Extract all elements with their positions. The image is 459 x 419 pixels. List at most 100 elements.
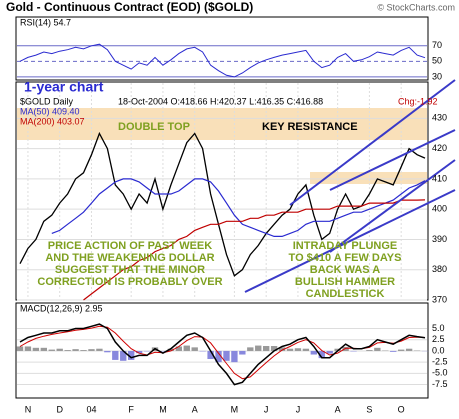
macd-histogram-bar — [80, 350, 87, 351]
macd-histogram-bar — [128, 350, 135, 360]
resistance-band — [17, 108, 427, 140]
macd-label: MACD(12,26,9) 2.95 — [20, 303, 103, 313]
macd-histogram-bar — [175, 346, 182, 351]
macd-histogram-bar — [270, 346, 278, 351]
legend-change: Chg:-1.92 — [398, 96, 438, 106]
annotation: DOUBLE TOP — [118, 121, 190, 133]
y-tick-label: 70 — [432, 40, 442, 50]
macd-histogram-bar — [263, 346, 270, 351]
trend-line — [289, 79, 456, 206]
macd-histogram-bar — [215, 350, 222, 363]
x-tick-label: A — [335, 404, 341, 414]
macd-histogram-bar — [191, 347, 198, 351]
annotation: CANDLESTICK — [306, 288, 385, 300]
trend-lines — [244, 79, 456, 293]
macd-histogram-bar — [32, 347, 40, 351]
legend-name: $GOLD Daily — [20, 96, 74, 106]
macd-histogram-bar — [183, 345, 190, 351]
macd-histogram-bar — [96, 348, 103, 351]
y-tick-label: -7.5 — [432, 379, 448, 389]
annotation: INTRADAY PLUNGE — [293, 240, 398, 252]
trend-line — [329, 159, 456, 253]
support-band — [310, 172, 427, 184]
x-tick-label: M — [159, 404, 167, 414]
tag: 1-year chart — [24, 79, 104, 95]
annotation: PRICE ACTION OF PAST WEEK — [48, 240, 212, 252]
moving-average — [83, 199, 426, 301]
x-tick-label: A — [192, 404, 198, 414]
macd-histogram-bar — [56, 348, 63, 351]
y-tick-label: 30 — [432, 71, 442, 81]
plot — [16, 43, 429, 386]
macd-histogram-bar — [255, 345, 262, 351]
annotation: CORRECTION IS PROBABLY OVER — [37, 276, 222, 288]
macd-histogram-bar — [24, 346, 32, 351]
y-tick-label: 410 — [432, 173, 447, 183]
x-tick-label: O — [398, 404, 405, 414]
macd-histogram-bar — [64, 350, 71, 351]
y-tick-label: 50 — [432, 56, 442, 66]
y-tick-label: 430 — [432, 113, 447, 123]
macd-histogram-bar — [247, 347, 254, 351]
macd-histogram-bar — [88, 349, 95, 351]
rsi-panel — [15, 16, 429, 81]
macd-histogram-bar — [120, 350, 127, 361]
macd-histogram-bar — [374, 347, 381, 351]
macd-histogram-bar — [135, 350, 143, 354]
macd-histogram-bar — [231, 350, 238, 363]
x-tick-label: D — [56, 404, 63, 414]
y-tick-label: 390 — [432, 234, 447, 244]
macd-histogram-bar — [286, 348, 294, 351]
moving-average — [51, 178, 426, 237]
macd-histogram-bar — [405, 348, 413, 351]
y-tick-label: 380 — [432, 264, 447, 274]
macd-histogram-bar — [40, 347, 47, 351]
y-tick-label: 420 — [432, 143, 447, 153]
rsi-line — [19, 43, 426, 78]
macd-histogram-bar — [302, 348, 310, 351]
y-tick-label: 5.0 — [432, 323, 445, 333]
macd-histogram-bar — [16, 346, 24, 351]
macd-histogram-bar — [48, 349, 55, 351]
x-tick-label: 04 — [86, 404, 96, 414]
macd-histogram-bar — [342, 346, 349, 351]
legend-quote: 18-Oct-2004 O:418.66 H:420.37 L:416.35 C… — [118, 96, 323, 106]
macd-histogram-bar — [310, 350, 317, 355]
macd-histogram-bar — [326, 350, 333, 354]
x-tick-label: J — [296, 404, 301, 414]
y-tick-label: 2.5 — [432, 334, 445, 344]
macd-histogram-bar — [390, 350, 397, 352]
macd-histogram-bar — [207, 350, 214, 360]
legend-entry: MA(200) 403.07 — [20, 116, 85, 126]
x-tick-label: N — [25, 404, 32, 414]
macd-histogram-bar — [294, 348, 302, 351]
annotation: BULLISH HAMMER — [295, 276, 395, 288]
macd-histogram-bar — [366, 350, 373, 351]
trend-line — [329, 129, 456, 191]
macd-histogram-bar — [167, 348, 175, 351]
rsi-label: RSI(14) 54.7 — [20, 17, 71, 27]
annotation: AND THE WEAKENING DOLLAR — [45, 252, 214, 264]
macd-histogram-bar — [72, 349, 79, 351]
x-tick-label: F — [128, 404, 134, 414]
x-tick-label: S — [366, 404, 372, 414]
macd-histogram-bar — [334, 348, 341, 351]
macd-histogram-bar — [112, 350, 119, 360]
chart-title: Gold - Continuous Contract (EOD) ($GOLD) — [6, 0, 253, 14]
annotation: SUGGEST THAT THE MINOR — [55, 264, 205, 276]
trend-line — [244, 189, 456, 293]
annotation: KEY RESISTANCE — [262, 121, 358, 133]
annotation: BACK WAS A — [310, 264, 381, 276]
y-tick-label: 0.0 — [432, 345, 445, 355]
annotation: TO $410 A FEW DAYS — [289, 252, 402, 264]
y-tick-label: 400 — [432, 204, 447, 214]
y-tick-label: -5.0 — [432, 368, 448, 378]
macd-histogram-bar — [104, 350, 111, 353]
x-tick-label: M — [231, 404, 239, 414]
credit: © StockCharts.com — [377, 2, 455, 12]
macd-line — [19, 323, 426, 386]
y-tick-label: -2.5 — [432, 357, 448, 367]
macd-histogram-bar — [278, 347, 286, 351]
macd-histogram-bar — [223, 350, 230, 361]
